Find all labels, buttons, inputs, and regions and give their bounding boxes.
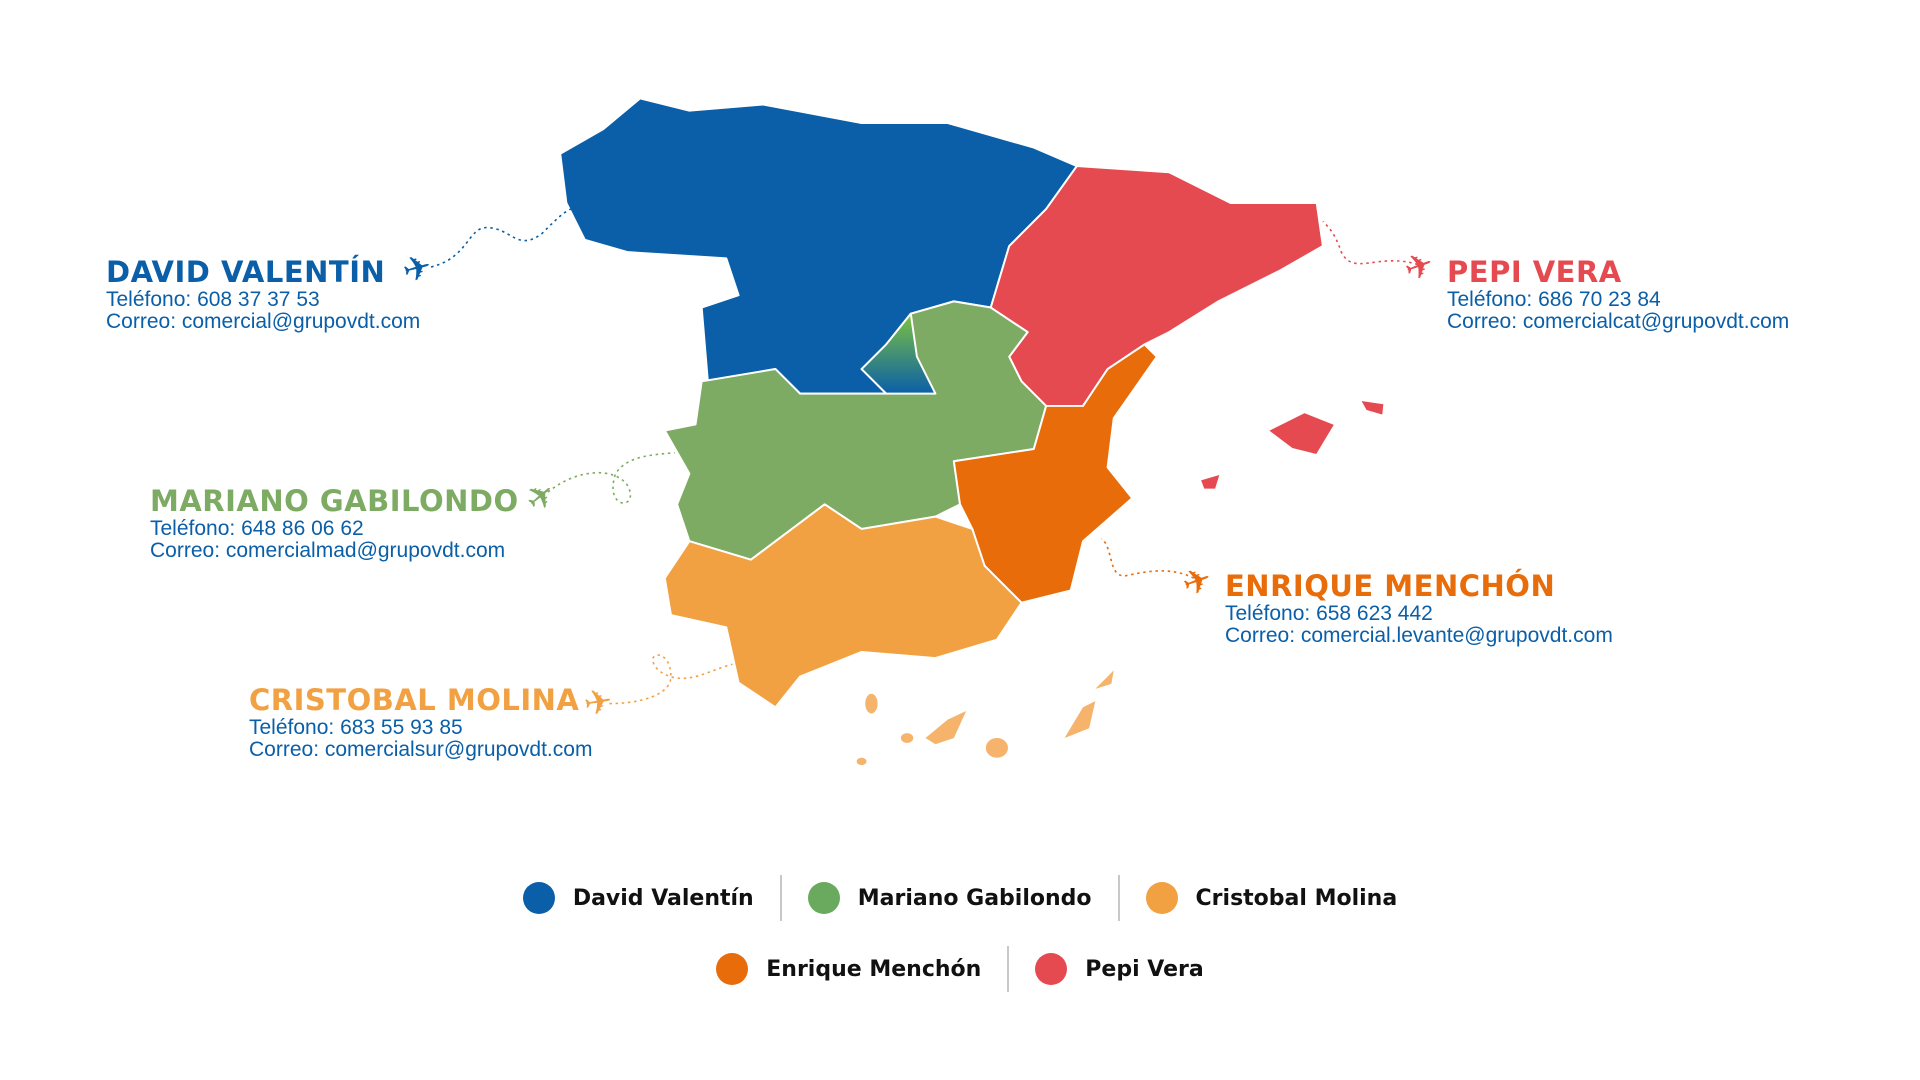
island-menorca <box>1358 398 1386 417</box>
rep-name: MARIANO GABILONDO <box>150 484 519 518</box>
rep-phone: Teléfono: 683 55 93 85 <box>249 716 463 739</box>
rep-email: Correo: comercialcat@grupovdt.com <box>1447 310 1790 333</box>
route-enrique <box>1100 538 1195 579</box>
legend-swatch <box>807 882 840 914</box>
rep-cristobal-molina: CRISTOBAL MOLINA Teléfono: 683 55 93 85 … <box>249 683 592 761</box>
legend-label: David Valentín <box>572 885 754 911</box>
legend-label: Enrique Menchón <box>766 956 982 982</box>
rep-phone: Teléfono: 658 623 442 <box>1225 602 1433 625</box>
legend-label: Pepi Vera <box>1085 956 1204 982</box>
zone-madrid <box>860 312 937 395</box>
legend-label: Mariano Gabilondo <box>857 885 1092 911</box>
legend-item-cristobal: Cristobal Molina <box>1120 882 1424 914</box>
legend-item-enrique: Enrique Menchón <box>690 953 1007 985</box>
legend-row-1: David Valentín Mariano Gabilondo Cristob… <box>0 875 1920 921</box>
legend-swatch <box>522 882 555 914</box>
legend-swatch <box>1145 882 1178 914</box>
legend-divider <box>779 875 782 921</box>
rep-email: Correo: comercialsur@grupovdt.com <box>249 738 593 761</box>
rep-email: Correo: comercialmad@grupovdt.com <box>150 539 506 562</box>
route-mariano <box>547 451 675 504</box>
canary-islands <box>856 670 1114 766</box>
rep-name: ENRIQUE MENCHÓN <box>1225 569 1556 603</box>
legend-item-pepi: Pepi Vera <box>1009 953 1229 985</box>
legend-item-mariano: Mariano Gabilondo <box>782 882 1118 914</box>
island-mallorca <box>1266 411 1337 457</box>
legend-row-2: Enrique Menchón Pepi Vera <box>0 946 1920 992</box>
route-david <box>430 205 579 268</box>
rep-name: CRISTOBAL MOLINA <box>249 683 580 717</box>
rep-david-valentin: DAVID VALENTÍN Teléfono: 608 37 37 53 Co… <box>106 255 420 333</box>
rep-email: Correo: comercial@grupovdt.com <box>106 310 421 333</box>
rep-pepi-vera: PEPI VERA Teléfono: 686 70 23 84 Correo:… <box>1447 255 1789 333</box>
legend-divider <box>1007 946 1010 992</box>
rep-phone: Teléfono: 648 86 06 62 <box>150 517 364 540</box>
zone-cristobal-molina <box>663 503 1023 709</box>
rep-name: PEPI VERA <box>1447 255 1622 289</box>
airplane-icon: ✈ <box>580 681 616 725</box>
legend-divider <box>1117 875 1120 921</box>
rep-email: Correo: comercial.levante@grupovdt.com <box>1225 624 1613 647</box>
legend-swatch <box>716 953 749 985</box>
rep-mariano-gabilondo: MARIANO GABILONDO Teléfono: 648 86 06 62… <box>150 484 519 562</box>
rep-phone: Teléfono: 608 37 37 53 <box>106 288 320 311</box>
legend-label: Cristobal Molina <box>1195 885 1398 911</box>
legend-swatch <box>1035 953 1068 985</box>
rep-enrique-menchon: ENRIQUE MENCHÓN Teléfono: 658 623 442 Co… <box>1225 569 1613 647</box>
rep-phone: Teléfono: 686 70 23 84 <box>1447 288 1661 311</box>
route-cristobal <box>609 654 733 705</box>
rep-name: DAVID VALENTÍN <box>106 255 386 289</box>
island-ibiza <box>1198 472 1222 491</box>
legend-item-david: David Valentín <box>497 882 780 914</box>
